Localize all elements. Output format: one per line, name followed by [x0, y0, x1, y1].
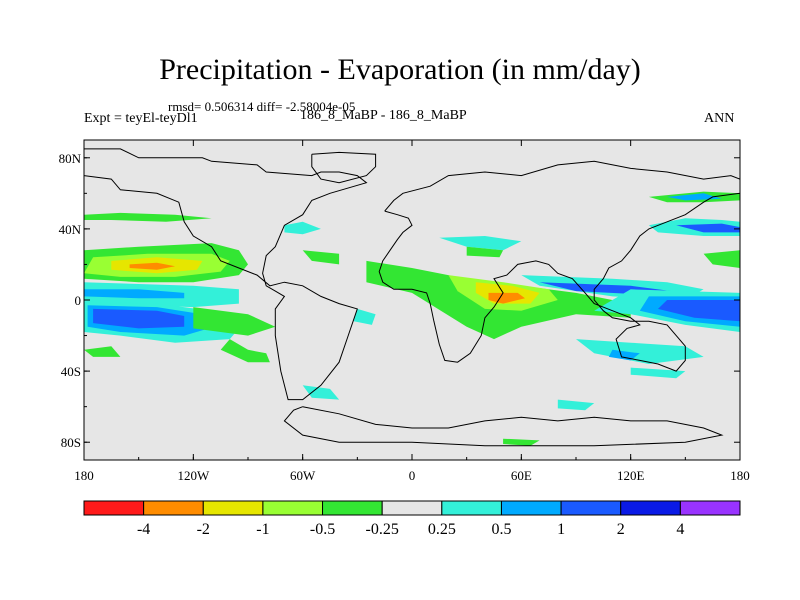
- season-label: ANN: [704, 111, 735, 126]
- experiment-label: Expt = teyEl-teyDl1: [84, 111, 198, 126]
- contour-region-8: [93, 308, 185, 329]
- x-tick-label-5: 120E: [617, 468, 645, 483]
- x-axis: 180 120W 60W 0 60E 120E 180: [74, 140, 750, 483]
- contour-region-9: [193, 307, 276, 336]
- coastline-1: [378, 160, 740, 372]
- colorbar-box-4: [322, 500, 383, 516]
- x-tick-label-4: 60E: [511, 468, 532, 483]
- contour-region-19: [658, 300, 740, 322]
- x-tick-label-6: 180: [730, 468, 750, 483]
- colorbar-label-8: 2: [617, 521, 625, 538]
- x-tick-label-2: 60W: [290, 468, 316, 483]
- case-label: 186_8_MaBP - 186_8_MaBP: [300, 108, 467, 123]
- contour-region-20: [84, 212, 212, 222]
- x-tick-label-3: 0: [409, 468, 416, 483]
- colorbar-label-2: -1: [256, 521, 269, 538]
- colorbar-label-4: -0.25: [366, 521, 399, 538]
- contour-region-32: [302, 385, 340, 400]
- colorbar-box-7: [500, 500, 562, 516]
- coastline-0: [84, 148, 368, 401]
- contour-region-29: [576, 339, 704, 364]
- contour-region-37: [353, 308, 376, 325]
- colorbar: -4 -2 -1 -0.5 -0.25 0.25 0.5 1 2 4: [83, 500, 741, 538]
- contour-region-5: [84, 289, 185, 299]
- colorbar-box-3: [262, 500, 324, 516]
- colorbar-box-10: [679, 500, 741, 516]
- contour-region-3: [129, 262, 176, 270]
- colorbar-label-7: 1: [557, 521, 565, 538]
- page-title: Precipitation - Evaporation (in mm/day): [159, 53, 641, 86]
- colorbar-label-3: -0.5: [310, 521, 335, 538]
- contour-region-25: [667, 193, 722, 201]
- colorbar-box-5: [381, 500, 443, 516]
- contour-region-36: [302, 250, 340, 265]
- y-axis: 80N 40N 0 40S 80S: [59, 151, 740, 450]
- y-tick-label-3: 40S: [61, 364, 81, 379]
- contour-region-27: [676, 223, 740, 233]
- x-tick-label-0: 180: [74, 468, 94, 483]
- colorbar-label-6: 0.5: [491, 521, 511, 538]
- colorbar-label-5: 0.25: [428, 521, 456, 538]
- contour-region-10: [220, 339, 270, 363]
- contour-region-28: [703, 250, 740, 268]
- rmsd-subtitle: rmsd= 0.506314 diff= -2.58004e-05: [168, 99, 356, 114]
- colorbar-box-2: [202, 500, 264, 516]
- contour-region-21: [284, 221, 321, 235]
- contour-region-23: [466, 246, 504, 258]
- contour-region-30: [608, 349, 640, 361]
- coastline-2: [283, 406, 724, 447]
- contour-region-35: [84, 346, 121, 357]
- y-tick-label-1: 40N: [59, 222, 82, 237]
- y-tick-label-4: 80S: [61, 435, 81, 450]
- colorbar-box-0: [83, 500, 145, 516]
- x-tick-label-1: 120W: [177, 468, 210, 483]
- colorbar-label-0: -4: [137, 521, 150, 538]
- coastlines: [84, 148, 740, 447]
- colorbar-box-6: [441, 500, 502, 516]
- y-tick-label-0: 80N: [59, 151, 82, 166]
- colorbar-box-9: [620, 500, 681, 516]
- contour-region-22: [439, 236, 522, 251]
- colorbar-label-9: 4: [676, 521, 684, 538]
- contour-region-34: [503, 438, 540, 446]
- contour-region-33: [557, 399, 595, 411]
- colorbar-box-8: [560, 500, 622, 516]
- colorbar-box-1: [143, 500, 204, 516]
- coastline-3: [311, 151, 377, 184]
- colorbar-label-1: -2: [197, 521, 210, 538]
- contour-region-31: [630, 367, 686, 379]
- y-tick-label-2: 0: [75, 293, 82, 308]
